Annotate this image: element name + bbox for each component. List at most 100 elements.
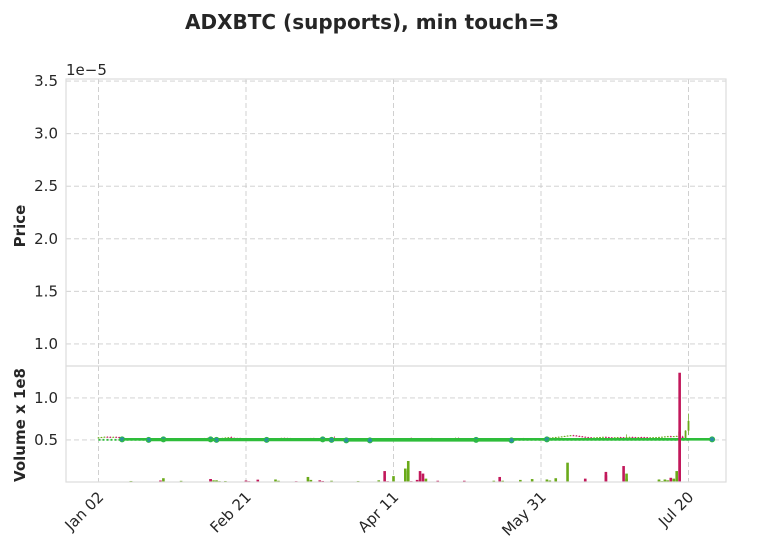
candle-body (575, 435, 578, 437)
x-tick-label: Apr 11 (354, 488, 402, 536)
volume-bar (463, 480, 466, 482)
candle-body (649, 437, 652, 439)
support-touch-marker (343, 437, 350, 444)
x-tick-label: Feb 21 (206, 488, 254, 536)
candle-body (610, 437, 613, 439)
support-touch-marker (119, 436, 126, 443)
candle-body (664, 436, 666, 438)
candle-body (100, 437, 103, 439)
candle-body (557, 436, 560, 438)
candle-body (605, 436, 607, 438)
candle-body (97, 437, 100, 439)
volume-bar (566, 462, 569, 482)
volume-bar (657, 480, 661, 482)
volume-bars (129, 372, 681, 482)
price-grid (66, 79, 726, 366)
price-axis-label: Price (11, 205, 29, 248)
candle-body (613, 437, 616, 439)
volume-bar (418, 471, 422, 482)
price-panel-frame (65, 78, 727, 367)
candle-body (115, 436, 118, 438)
volume-bar (675, 471, 678, 482)
candle-body (646, 437, 649, 439)
support-touch-marker (213, 436, 220, 443)
volume-bar (215, 480, 218, 482)
price-y-ticks: 1.0 1.5 2.0 2.5 3.0 3.5 (34, 72, 58, 353)
volume-axis-label: Volume x 1e8 (11, 368, 29, 482)
volume-bar (392, 476, 395, 482)
volume-bar (277, 480, 280, 482)
x-tick-label: May 31 (498, 488, 550, 540)
candle-body (655, 437, 657, 439)
price-tick-label: 3.5 (34, 72, 58, 90)
candle-body (625, 437, 628, 439)
volume-bar (256, 479, 260, 482)
candle-body (596, 437, 598, 439)
candle-body (652, 437, 654, 439)
candle-body (602, 436, 604, 438)
volume-bar (309, 479, 313, 482)
volume-bar (498, 476, 501, 482)
volume-bar (501, 480, 504, 482)
price-tick-label: 3.0 (34, 125, 58, 143)
x-tick-label: Jul 20 (654, 488, 697, 531)
candle-body (106, 436, 109, 438)
volume-tick-label: 0.5 (34, 431, 58, 449)
volume-bar (548, 480, 552, 482)
candle-body (590, 437, 593, 439)
candle-body (681, 436, 684, 440)
candle-body (230, 437, 233, 439)
volume-grid (66, 366, 726, 482)
candle-body (666, 436, 669, 438)
volume-bar (678, 372, 681, 482)
volume-bar (625, 478, 628, 482)
volume-bar (663, 479, 667, 482)
volume-bar (554, 478, 558, 482)
candle-body (637, 437, 640, 439)
volume-bar (159, 480, 162, 482)
support-touch-marker (709, 436, 716, 443)
volume-y-ticks: 0.5 1.0 (34, 389, 58, 449)
candle-body (607, 437, 610, 439)
x-tick-label: Jan 02 (61, 488, 108, 535)
candle-body (118, 437, 121, 439)
candle-body (669, 436, 672, 438)
volume-bar (406, 460, 410, 482)
volume-bar (212, 480, 215, 482)
volume-bar (519, 479, 522, 482)
candle-body (628, 436, 631, 438)
volume-bar (604, 475, 608, 482)
volume-bar (274, 479, 277, 482)
volume-bar (530, 479, 534, 482)
volume-bar (209, 479, 212, 482)
volume-bar (625, 473, 628, 482)
candle-body (640, 437, 643, 439)
volume-bar (404, 471, 407, 482)
volume-bar (666, 480, 670, 482)
candle-body (631, 436, 634, 438)
candle-body (587, 437, 590, 439)
price-tick-label: 2.0 (34, 230, 58, 248)
candle-body (684, 430, 687, 440)
candle-body (584, 436, 587, 438)
price-scale-label: 1e−5 (66, 61, 107, 79)
volume-bar (415, 479, 419, 482)
volume-bar (421, 473, 425, 482)
candle-body (569, 435, 572, 437)
support-lines (98, 436, 716, 444)
chart-title: ADXBTC (supports), min touch=3 (185, 10, 559, 34)
candle-body (661, 436, 663, 438)
candle-body (622, 437, 625, 439)
candle-body (227, 437, 230, 439)
candle-body (675, 435, 678, 437)
volume-bar (669, 477, 673, 482)
x-ticks: Jan 02 Feb 21 Apr 11 May 31 Jul 20 (61, 488, 698, 540)
volume-panel-frame (65, 365, 727, 483)
candle-body (554, 437, 557, 439)
support-touch-marker (145, 436, 152, 443)
volume-bar (492, 480, 496, 482)
volume-bar (377, 480, 381, 482)
price-tick-label: 1.0 (34, 335, 58, 353)
